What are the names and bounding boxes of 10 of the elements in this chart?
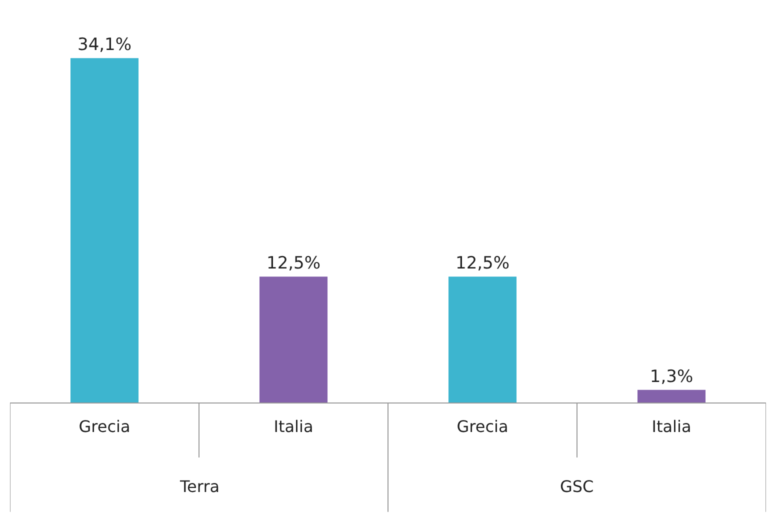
x-tick-label: Italia xyxy=(652,417,692,436)
data-label: 12,5% xyxy=(455,254,510,274)
data-label: 1,3% xyxy=(650,366,694,387)
x-tick-label: Grecia xyxy=(456,417,508,436)
data-label: 12,5% xyxy=(266,254,321,274)
data-label: 34,1% xyxy=(77,35,132,56)
text: Terra xyxy=(179,477,220,496)
x-tick-label: Grecia xyxy=(78,417,130,436)
text: GSC xyxy=(560,477,594,496)
x-tick-label: Italia xyxy=(274,417,314,436)
